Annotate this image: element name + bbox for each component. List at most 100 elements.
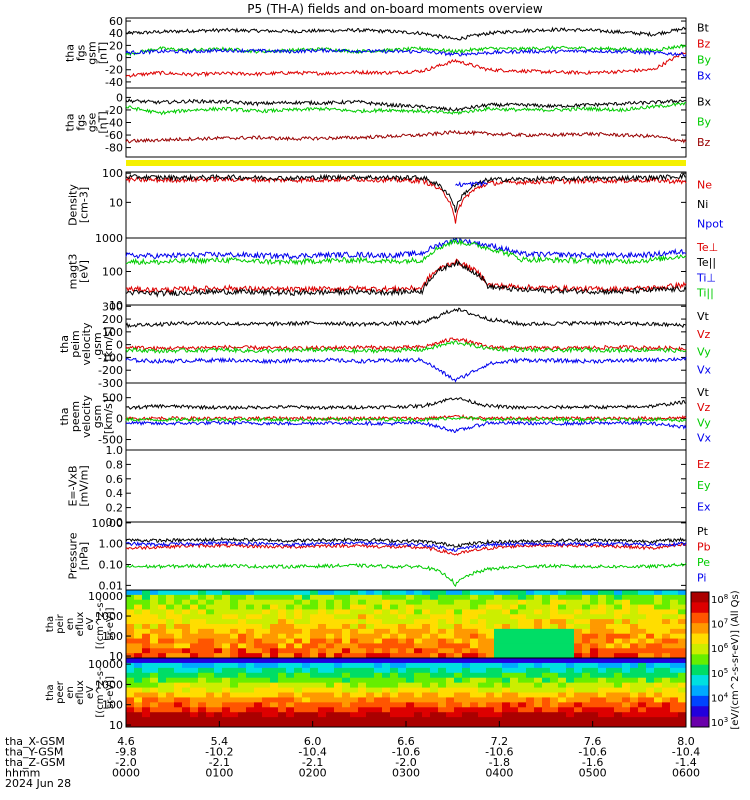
spectrogram-cell xyxy=(230,619,239,625)
spectrogram-cell xyxy=(366,619,375,625)
spectrogram-cell xyxy=(174,662,183,669)
spectrogram-cell xyxy=(534,633,543,640)
spectrogram-cell xyxy=(374,604,383,610)
spectrogram-cell xyxy=(526,633,535,640)
spectrogram-cell xyxy=(270,707,279,713)
spectrogram-cell xyxy=(598,697,607,703)
spectrogram-cell xyxy=(326,672,335,679)
spectrogram-cell xyxy=(662,648,671,654)
spectrogram-cell xyxy=(150,624,159,630)
spectrogram-cell xyxy=(342,677,351,684)
x-axis-value: 7.2 xyxy=(491,735,509,748)
spectrogram-cell xyxy=(582,687,591,693)
spectrogram-cell xyxy=(422,633,431,640)
spectrogram-cell xyxy=(582,707,591,713)
spectrogram-cell xyxy=(526,697,535,703)
spectrogram-cell xyxy=(262,594,271,601)
y-axis-label: [mV/m] xyxy=(78,465,91,506)
spectrogram-cell xyxy=(166,590,175,596)
spectrogram-cell xyxy=(486,590,495,596)
spectrogram-cell xyxy=(614,697,623,703)
spectrogram-cell xyxy=(486,712,495,718)
spectrogram-cell xyxy=(534,624,543,630)
spectrogram-cell xyxy=(678,722,687,728)
spectrogram-cell xyxy=(262,619,271,625)
spectrogram-cell xyxy=(390,643,399,649)
spectrogram-cell xyxy=(590,672,599,679)
spectrogram-cell xyxy=(438,658,447,664)
spectrogram-cell xyxy=(150,599,159,606)
spectrogram-cell xyxy=(270,653,279,659)
spectrogram-cell xyxy=(542,643,551,649)
y-axis-label: gsm xyxy=(91,405,104,428)
spectrogram-cell xyxy=(150,662,159,669)
spectrogram-cell xyxy=(430,633,439,640)
spectrogram-cell xyxy=(166,662,175,669)
spectrogram-cell xyxy=(542,624,551,630)
spectrogram-cell xyxy=(478,604,487,610)
spectrogram-cell xyxy=(262,722,271,728)
spectrogram-cell xyxy=(454,672,463,679)
spectrogram-cell xyxy=(286,717,295,723)
spectrogram-cell xyxy=(606,682,615,689)
spectrogram-cell xyxy=(494,712,503,718)
spectrogram-cell xyxy=(574,638,583,644)
spectrogram-cell xyxy=(518,697,527,703)
spectrogram-cell xyxy=(382,633,391,640)
spectrogram-cell xyxy=(174,712,183,718)
spectrogram-cell xyxy=(622,633,631,640)
spectrogram-cell xyxy=(446,707,455,713)
spectrogram-cell xyxy=(574,633,583,640)
spectrogram-cell xyxy=(518,687,527,693)
spectrogram-cell xyxy=(422,697,431,703)
spectrogram-cell xyxy=(246,648,255,654)
spectrogram-cell xyxy=(262,653,271,659)
spectrogram-cell xyxy=(614,628,623,635)
spectrogram-cell xyxy=(582,604,591,610)
spectrogram-cell xyxy=(446,590,455,596)
spectrogram-cell xyxy=(310,590,319,596)
spectrogram-cell xyxy=(478,662,487,669)
spectrogram-cell xyxy=(606,677,615,684)
spectrogram-cell xyxy=(518,682,527,689)
spectrogram-cell xyxy=(222,638,231,644)
spectrogram-cell xyxy=(262,667,271,674)
spectrogram-cell xyxy=(422,594,431,601)
legend-label-npot: Npot xyxy=(697,217,724,230)
spectrogram-cell xyxy=(542,658,551,664)
spectrogram-cell xyxy=(534,648,543,654)
spectrogram-cell xyxy=(414,653,423,659)
spectrogram-cell xyxy=(270,722,279,728)
spectrogram-cell xyxy=(406,697,415,703)
spectrogram-cell xyxy=(654,624,663,630)
spectrogram-cell xyxy=(558,702,567,708)
spectrogram-cell xyxy=(302,619,311,625)
spectrogram-cell xyxy=(494,707,503,713)
spectrogram-cell xyxy=(462,643,471,649)
spectrogram-cell xyxy=(462,638,471,644)
spectrogram-cell xyxy=(550,658,559,664)
spectrogram-cell xyxy=(518,614,527,620)
spectrogram-cell xyxy=(654,643,663,649)
spectrogram-cell xyxy=(390,619,399,625)
spectrogram-cell xyxy=(502,643,511,649)
spectrogram-cell xyxy=(606,624,615,630)
spectrogram-cell xyxy=(182,682,191,689)
spectrogram-cell xyxy=(430,682,439,689)
spectrogram-cell xyxy=(446,702,455,708)
spectrogram-cell xyxy=(582,658,591,664)
spectrogram-cell xyxy=(534,687,543,693)
spectrogram-cell xyxy=(406,702,415,708)
spectrogram-cell xyxy=(206,717,215,723)
spectrogram-cell xyxy=(638,624,647,630)
spectrogram-cell xyxy=(566,658,575,664)
spectrogram-cell xyxy=(398,722,407,728)
spectrogram-cell xyxy=(254,658,263,664)
spectrogram-cell xyxy=(374,697,383,703)
spectrogram-cell xyxy=(158,692,167,698)
spectrogram-cell xyxy=(142,712,151,718)
spectrogram-cell xyxy=(494,604,503,610)
spectrogram-cell xyxy=(542,653,551,659)
spectrogram-cell xyxy=(486,604,495,610)
